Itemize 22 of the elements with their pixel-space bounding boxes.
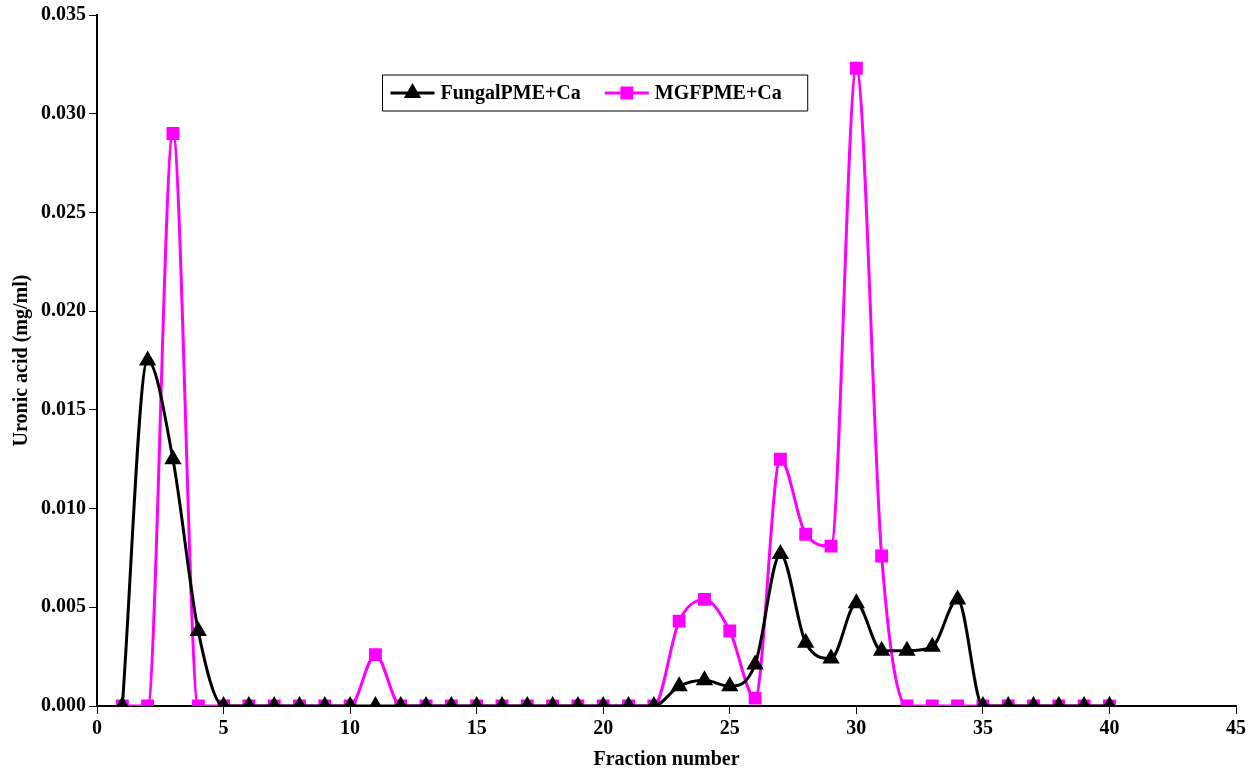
y-tick-label: 0.015 xyxy=(41,397,86,420)
y-tick-label: 0.005 xyxy=(41,594,86,617)
x-tick-label: 5 xyxy=(218,716,229,739)
y-tick-label: 0.025 xyxy=(41,199,86,222)
legend-label: MGFPME+Ca xyxy=(654,81,782,104)
x-tick-label: 40 xyxy=(1099,716,1120,739)
x-tick-label: 0 xyxy=(92,716,102,739)
legend-label: FungalPME+Ca xyxy=(440,81,581,105)
x-tick-label: 20 xyxy=(593,716,614,739)
x-tick-label: 15 xyxy=(466,716,487,739)
y-tick-label: 0.030 xyxy=(41,100,86,123)
y-tick-label: 0.020 xyxy=(41,298,86,321)
x-tick-label: 30 xyxy=(846,716,867,739)
y-tick-label: 0.000 xyxy=(41,693,86,716)
y-tick-label: 0.035 xyxy=(41,2,86,25)
x-tick-label: 35 xyxy=(972,716,993,739)
x-tick-label: 45 xyxy=(1226,716,1246,739)
x-axis-title: Fraction number xyxy=(593,747,740,770)
x-tick-label: 25 xyxy=(719,716,740,739)
x-tick-label: 10 xyxy=(340,716,361,739)
y-tick-label: 0.010 xyxy=(41,495,86,518)
y-axis-title: Uronic acid (mg/ml) xyxy=(9,274,33,447)
